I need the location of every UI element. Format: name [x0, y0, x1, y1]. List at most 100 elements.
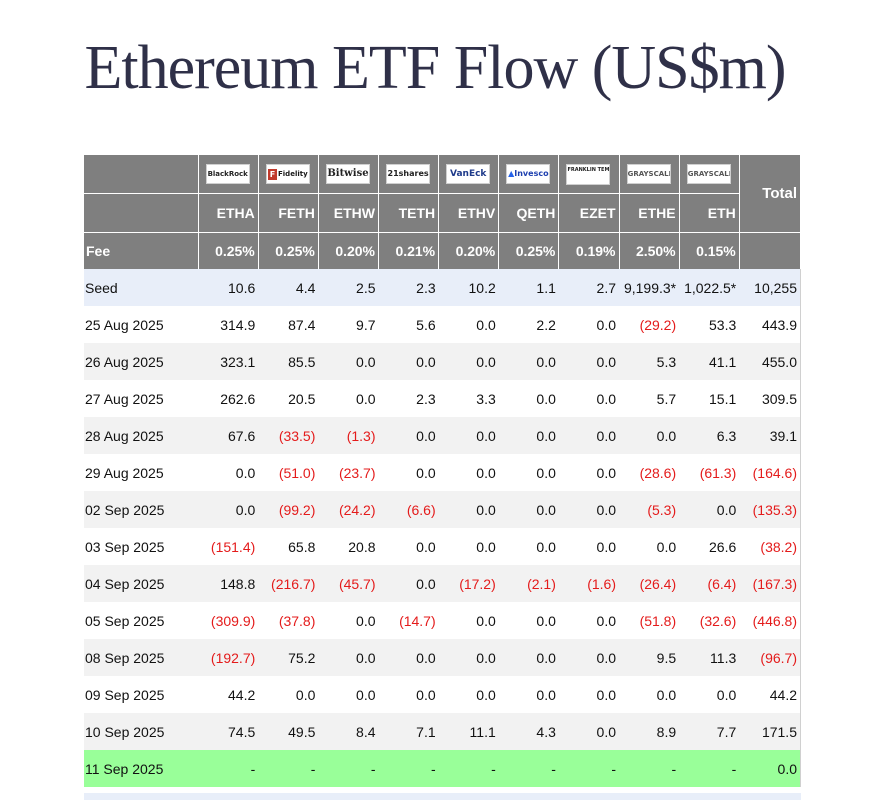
row-total: (164.6) — [739, 454, 802, 491]
flow-cell: 0.0 — [476, 539, 496, 555]
flow-cell: 1.1 — [498, 269, 559, 306]
bitwise-logo: Bitwise — [325, 164, 370, 184]
flow-cell: 0.0 — [536, 465, 556, 481]
row-date: 02 Sep 2025 — [84, 491, 199, 528]
flow-cell: 10.2 — [438, 269, 499, 306]
flow-cell: (51.0) — [278, 465, 316, 481]
flow-cell: 7.1 — [378, 713, 439, 750]
ticker-ethw: ETHW — [318, 193, 380, 233]
flow-cell: (6.4) — [679, 565, 740, 602]
flow-cell: 65.8 — [288, 539, 316, 555]
header-corner — [84, 155, 199, 194]
flow-cell: 2.5 — [318, 269, 379, 306]
ticker-feth: FETH — [258, 193, 319, 233]
flow-cell: 49.5 — [258, 713, 319, 750]
flow-cell: (14.7) — [399, 613, 436, 629]
vaneck-logo: VanEck — [446, 164, 491, 184]
fee-ethw: 0.20% — [318, 232, 380, 269]
flow-cell: 0.0 — [198, 491, 259, 528]
total-header: Total — [739, 155, 802, 233]
flow-cell: (24.2) — [318, 491, 379, 528]
grayscale-logo: GRAYSCALE — [626, 164, 671, 184]
flow-cell: (45.7) — [318, 565, 379, 602]
table-row: 26 Aug 2025 323.1 85.5 0.0 0.0 0.0 0.0 0.0 5.3 41… — [84, 343, 802, 380]
fee-ethv: 0.20% — [438, 232, 500, 269]
fee-ethe: 2.50% — [619, 232, 680, 269]
fee-etha: 0.25% — [198, 232, 259, 269]
flow-cell: 0.0 — [558, 713, 620, 750]
flow-cell: - — [258, 750, 319, 787]
flow-cell: 0.0 — [596, 391, 617, 407]
row-total: 171.5 — [739, 713, 802, 750]
flow-cell: 8.4 — [318, 713, 379, 750]
flow-cell: 5.6 — [416, 317, 436, 333]
ticker-ethe: ETHE — [619, 193, 680, 233]
flow-cell: 323.1 — [198, 343, 259, 380]
flow-cell: 262.6 — [220, 391, 256, 407]
fee-qeth: 0.25% — [498, 232, 560, 269]
flow-cell: - — [679, 750, 740, 787]
row-total: (167.3) — [739, 565, 802, 602]
flow-cell: 85.5 — [258, 343, 319, 380]
flow-cell: 4.3 — [498, 713, 559, 750]
franklin-templeton-logo: FRANKLIN TEMPLETON — [566, 163, 611, 185]
flow-cell: 0.0 — [498, 343, 559, 380]
flow-cell: (26.4) — [619, 565, 680, 602]
flow-cell: - — [318, 750, 379, 787]
flow-cell: (6.6) — [378, 491, 439, 528]
table-row: 28 Aug 2025 67.6 (33.5) (1.3) 0.0 0.0 0.0 0.0 0.… — [84, 417, 802, 454]
flow-cell: 44.2 — [228, 687, 256, 703]
flow-cell: (61.3) — [699, 465, 737, 481]
flow-cell: 2.7 — [558, 269, 620, 306]
flow-cell: 7.7 — [679, 713, 740, 750]
row-total: 309.5 — [739, 380, 802, 417]
flow-cell: 0.0 — [596, 317, 617, 333]
fee-total — [739, 232, 802, 269]
flow-cell: 0.0 — [318, 639, 379, 676]
flow-cell: - — [198, 750, 259, 787]
flow-cell: 314.9 — [220, 317, 256, 333]
flow-cell: (216.7) — [258, 565, 319, 602]
flow-cell: 15.1 — [709, 391, 737, 407]
flow-cell: 0.0 — [498, 639, 559, 676]
flow-cell: (1.3) — [318, 417, 379, 454]
flow-cell: 2.3 — [378, 269, 439, 306]
flow-cell: 0.0 — [679, 491, 740, 528]
flow-cell: 0.0 — [416, 465, 436, 481]
flow-cell: 67.6 — [198, 417, 259, 454]
ticker-row: ETHA FETH ETHW TETH ETHV QETH EZET ETHE … — [84, 193, 801, 233]
page-title: Ethereum ETF Flow (US$m) — [84, 34, 787, 102]
flow-cell: 0.0 — [235, 465, 256, 481]
flow-cell: 11.3 — [679, 639, 740, 676]
flow-cell: - — [558, 750, 620, 787]
flow-cell: 5.3 — [619, 343, 680, 380]
row-total: 443.9 — [739, 306, 802, 343]
invesco-triangle-icon: ▲ — [508, 169, 515, 178]
flow-cell: 9,199.3* — [619, 269, 680, 306]
flow-cell: 0.0 — [438, 639, 499, 676]
flow-cell: 41.1 — [679, 343, 740, 380]
table-row: 25 Aug 2025 314.9 87.4 9.7 5.6 0.0 2.2 0.0 (29.2… — [84, 306, 802, 343]
flow-cell: 0.0 — [558, 639, 620, 676]
flow-cell: 0.0 — [536, 539, 556, 555]
flow-cell: 0.0 — [378, 565, 439, 602]
table-row: 09 Sep 2025 44.2 0.0 0.0 0.0 0.0 0.0 0.0 0.0 0.0 4… — [84, 676, 802, 713]
row-total: 455.0 — [739, 343, 802, 380]
flow-cell: 2.3 — [416, 391, 436, 407]
table-row: 11 Sep 2025- - - - - - - - -0.0 — [84, 750, 802, 787]
fee-ezet: 0.19% — [558, 232, 620, 269]
flow-cell: 0.0 — [318, 343, 379, 380]
flow-cell: 0.0 — [596, 687, 617, 703]
flow-cell: (2.1) — [498, 565, 559, 602]
table-row: 03 Sep 2025 (151.4) 65.8 20.8 0.0 0.0 0.0 0.0 0.… — [84, 528, 802, 565]
row-date: 27 Aug 2025 — [85, 391, 164, 407]
blackrock-logo: BlackRock — [205, 164, 250, 184]
flow-cell: 0.0 — [438, 491, 499, 528]
flow-cell: (32.6) — [699, 613, 737, 629]
table-row: 02 Sep 2025 0.0 (99.2) (24.2) (6.6) 0.0 0.0 0.0… — [84, 491, 802, 528]
flow-cell: 0.0 — [356, 613, 376, 629]
row-date: 03 Sep 2025 — [85, 539, 165, 555]
flow-cell: 20.8 — [348, 539, 376, 555]
flow-cell: 2.2 — [536, 317, 556, 333]
seed-row: Seed 10.6 4.4 2.5 2.3 10.2 1.1 2.7 9,199.3* 1,022… — [84, 269, 802, 306]
